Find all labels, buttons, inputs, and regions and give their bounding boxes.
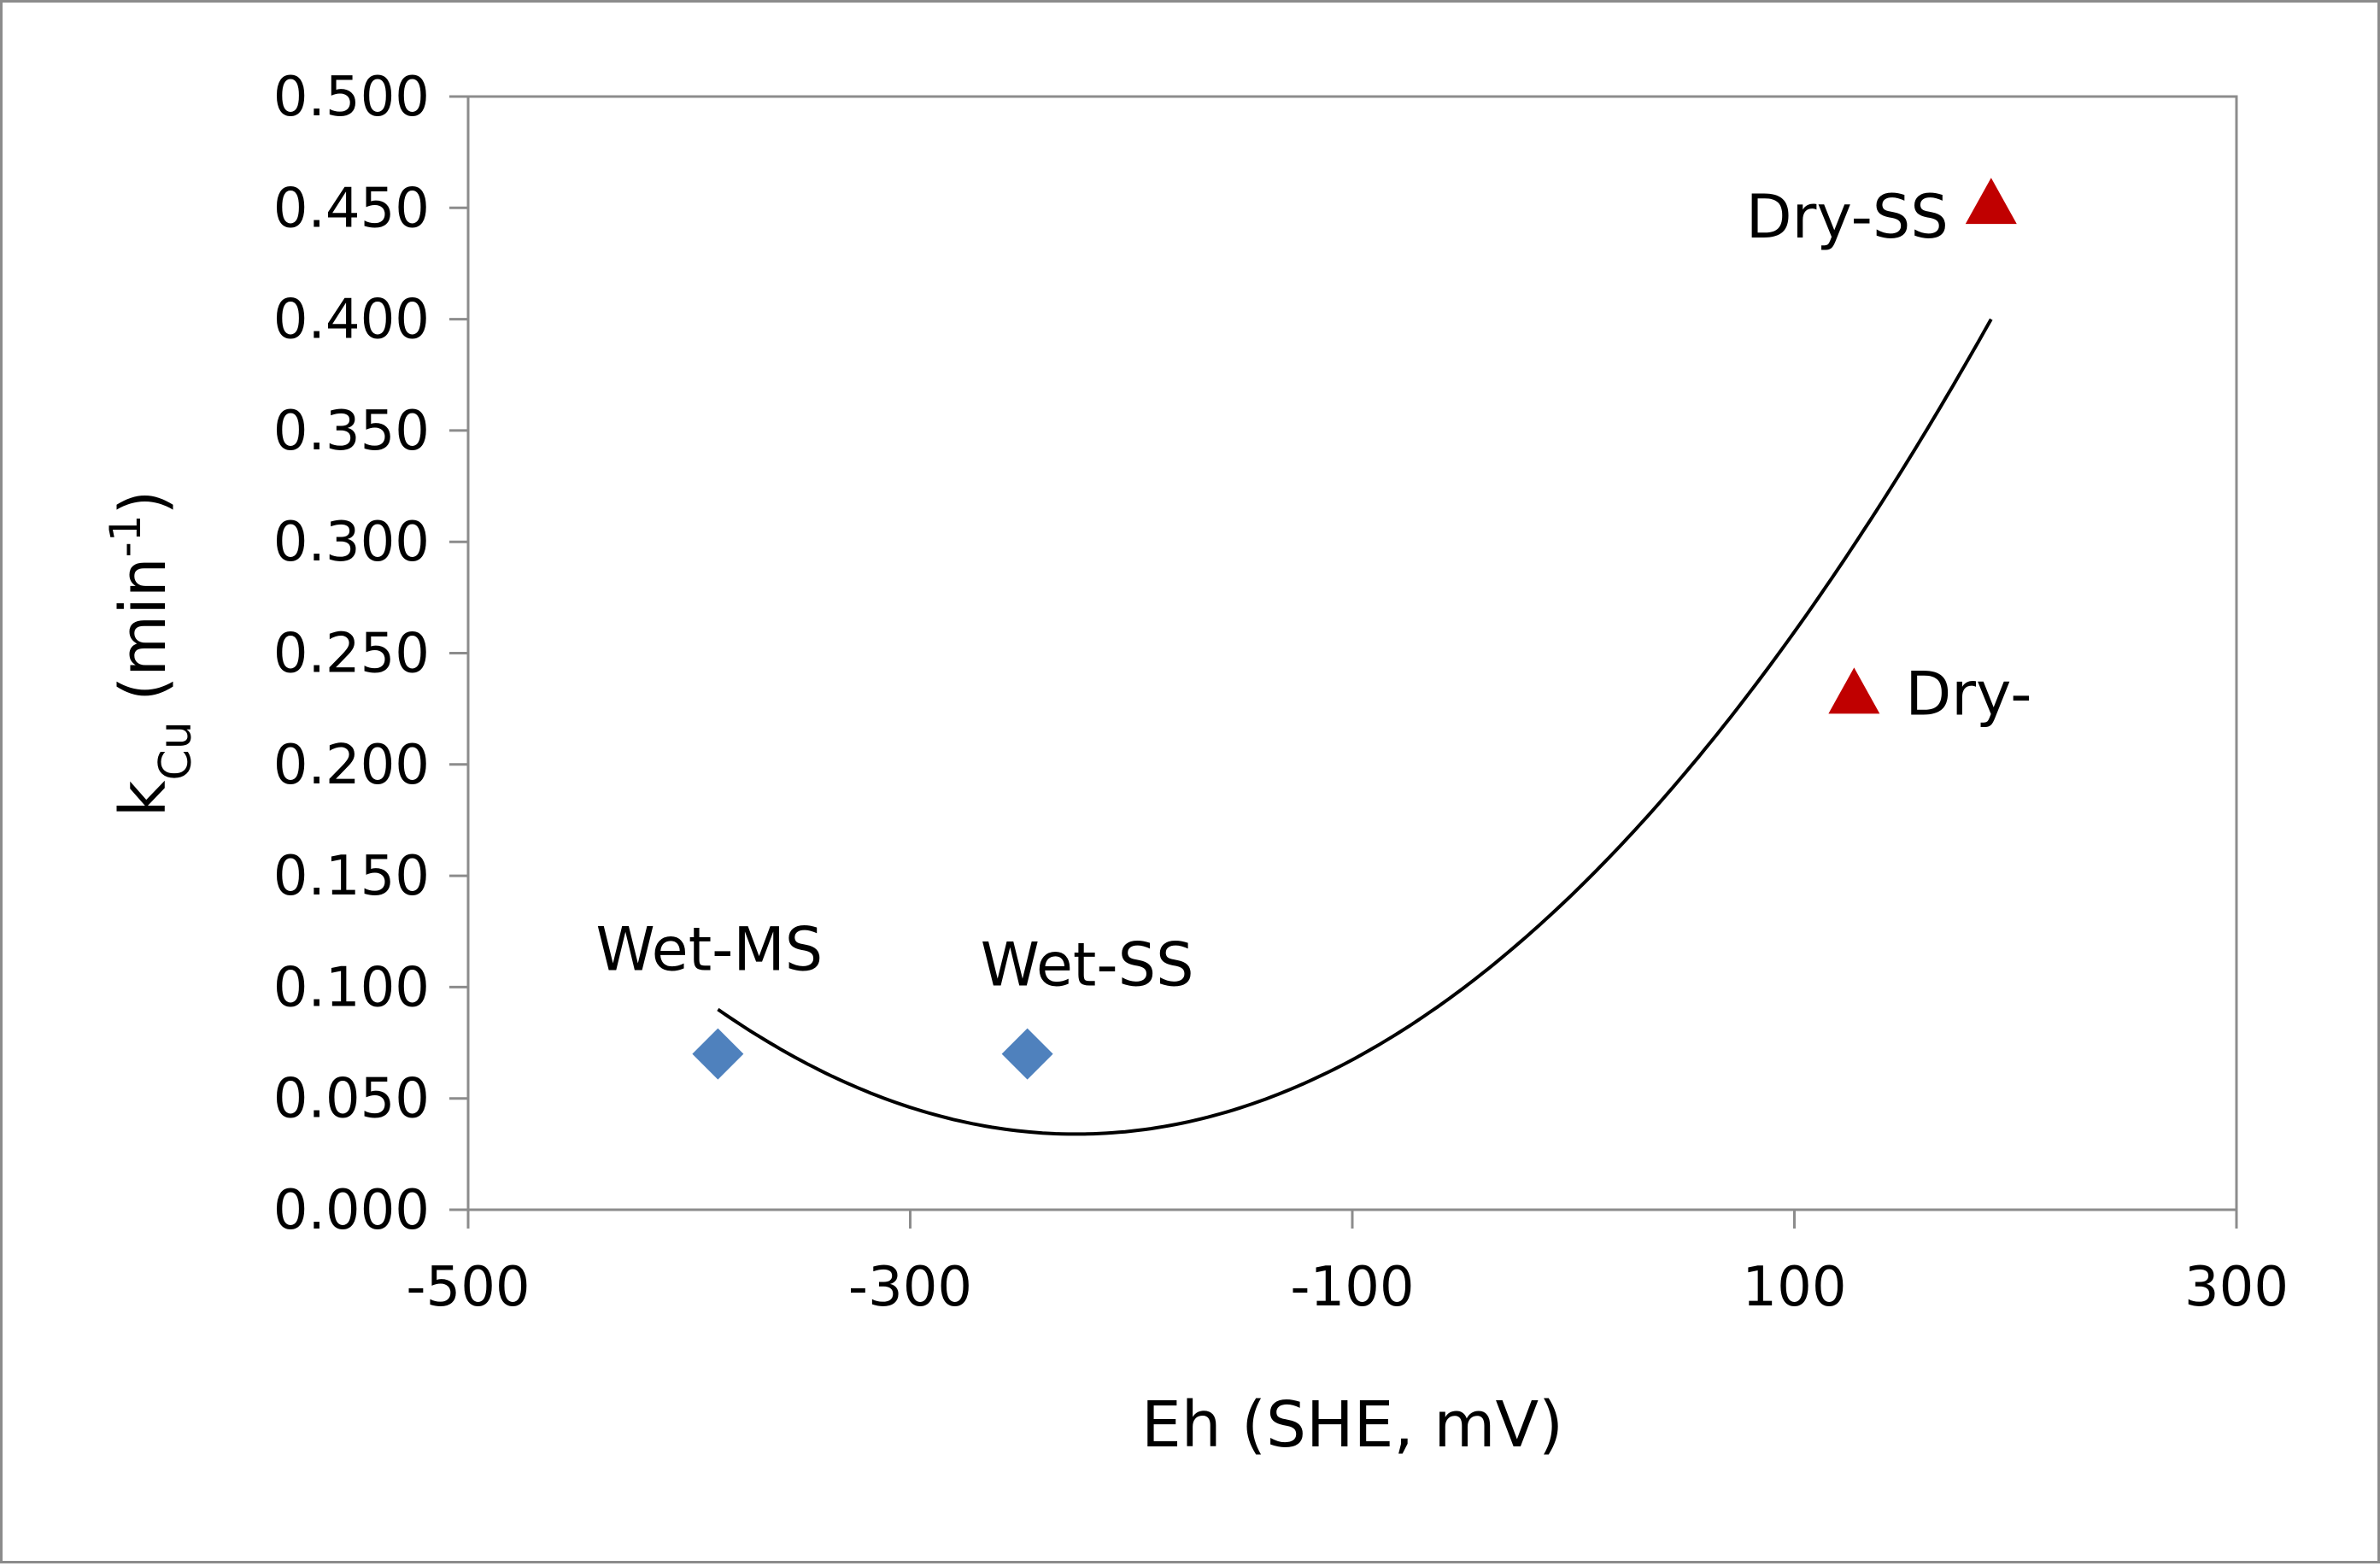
y-tick-label: 0.400 (273, 289, 430, 352)
x-tick-label: -100 (1290, 1256, 1414, 1319)
data-point-label: Wet-SS (981, 930, 1194, 1000)
x-tick-label: 300 (2184, 1256, 2289, 1319)
y-tick-label: 0.250 (273, 623, 430, 686)
data-point-triangle (1965, 178, 2017, 225)
data-point-triangle (1828, 667, 1880, 714)
data-point-label: Dry- (1905, 659, 2031, 729)
data-point-diamond (692, 1028, 744, 1080)
x-tick-label: -300 (848, 1256, 972, 1319)
data-point-label: Wet-MS (596, 915, 824, 985)
x-axis: -500 -300 -100 100 300 (406, 1210, 2289, 1319)
data-points: Wet-MS Wet-SS Dry- Dry-SS (596, 178, 2032, 1080)
y-axis: 0.000 0.050 0.100 0.150 0.200 0.250 0.300 0.350… (273, 66, 468, 1242)
chart: 0.000 0.050 0.100 0.150 0.200 0.250 0.300 0.350… (101, 66, 2289, 1462)
y-tick-label: 0.200 (273, 734, 430, 797)
y-tick-label: 0.000 (273, 1179, 430, 1242)
y-tick-label: 0.050 (273, 1068, 430, 1131)
data-point-label: Dry-SS (1746, 182, 1949, 252)
y-axis-title-subscript: Cu (150, 721, 202, 780)
y-tick-label: 0.500 (273, 66, 430, 129)
trendline (717, 318, 1993, 1136)
y-tick-label: 0.150 (273, 845, 430, 908)
y-axis-title: kCu (min-1) (101, 490, 202, 818)
y-axis-title-unit: (min (107, 557, 180, 721)
y-axis-title-close: ) (107, 490, 180, 515)
y-axis-title-main: k (107, 780, 180, 817)
plot-area (466, 95, 2238, 1211)
y-tick-label: 0.300 (273, 511, 430, 574)
y-axis-title-superscript: -1 (101, 514, 150, 557)
x-tick-label: -500 (406, 1256, 530, 1319)
y-tick-label: 0.100 (273, 956, 430, 1019)
x-axis-title: Eh (SHE, mV) (1141, 1388, 1563, 1462)
y-tick-label: 0.450 (273, 177, 430, 240)
x-tick-label: 100 (1742, 1256, 1846, 1319)
y-tick-label: 0.350 (273, 400, 430, 463)
data-point-diamond (1001, 1028, 1053, 1080)
